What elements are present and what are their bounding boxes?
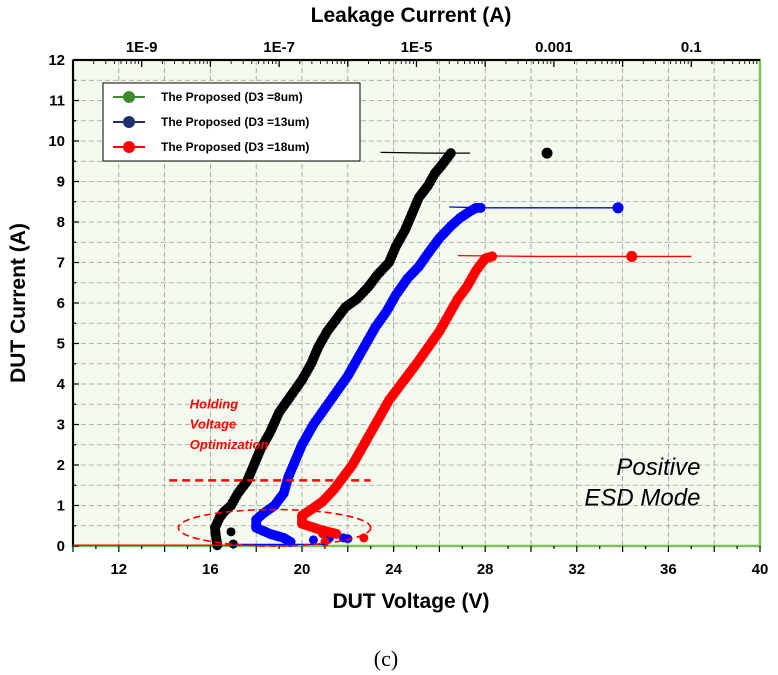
low-current-point bbox=[320, 537, 330, 547]
x-tick-label: 20 bbox=[294, 561, 311, 578]
y-tick-label: 3 bbox=[57, 417, 65, 434]
y-tick-label: 4 bbox=[57, 376, 66, 393]
x-tick-label: 24 bbox=[385, 561, 402, 578]
y-tick-label: 0 bbox=[57, 538, 65, 555]
x-tick-label: 40 bbox=[752, 561, 769, 578]
mode-label: Positive bbox=[616, 454, 700, 481]
legend-label: The Proposed (D3 =8um) bbox=[161, 90, 303, 104]
x-tick-label: 28 bbox=[477, 561, 494, 578]
low-current-point bbox=[308, 535, 318, 545]
series-3 bbox=[297, 250, 692, 547]
leakage-end-point bbox=[541, 147, 553, 159]
tlp-point bbox=[445, 148, 456, 159]
y-tick-label: 7 bbox=[57, 255, 65, 272]
low-current-point bbox=[226, 527, 236, 537]
x-tick-label: 16 bbox=[202, 561, 219, 578]
leakage-line bbox=[457, 254, 692, 258]
mode-label: ESD Mode bbox=[584, 485, 700, 512]
series-1 bbox=[209, 147, 553, 551]
low-current-point bbox=[318, 529, 328, 539]
x2-tick-label: 1E-5 bbox=[401, 39, 433, 56]
y-tick-label: 12 bbox=[48, 52, 65, 69]
legend-marker bbox=[123, 91, 135, 103]
tlp-point bbox=[475, 202, 486, 213]
x2-tick-label: 0.001 bbox=[535, 39, 573, 56]
tlp-point bbox=[487, 251, 498, 262]
y-tick-label: 2 bbox=[57, 457, 65, 474]
x2-tick-label: 0.1 bbox=[681, 39, 702, 56]
legend: The Proposed (D3 =8um) The Proposed (D3 =… bbox=[102, 82, 361, 162]
x-tick-label: 36 bbox=[660, 561, 677, 578]
legend-label: The Proposed (D3 =13um) bbox=[161, 115, 309, 129]
legend-marker bbox=[123, 116, 135, 128]
holding-voltage-label: Optimization bbox=[190, 437, 269, 452]
leakage-line bbox=[380, 151, 470, 154]
x2-axis-title: Leakage Current (A) bbox=[311, 4, 512, 27]
y-tick-label: 10 bbox=[48, 133, 65, 150]
legend-label: The Proposed (D3 =18um) bbox=[161, 140, 309, 154]
y-tick-label: 1 bbox=[57, 498, 65, 515]
x-tick-label: 32 bbox=[568, 561, 585, 578]
y-tick-label: 11 bbox=[49, 93, 65, 110]
figure-caption: (c) bbox=[374, 646, 398, 671]
x2-tick-label: 1E-9 bbox=[126, 39, 158, 56]
y-tick-label: 9 bbox=[57, 174, 65, 191]
holding-voltage-ellipse bbox=[177, 508, 372, 547]
leakage-end-point bbox=[626, 250, 638, 262]
series-layer bbox=[73, 147, 692, 551]
low-current-point bbox=[359, 533, 369, 543]
y-axis-title: DUT Current (A) bbox=[7, 223, 30, 383]
y-tick-label: 8 bbox=[57, 214, 65, 231]
x-tick-label: 12 bbox=[110, 561, 127, 578]
legend-box bbox=[102, 82, 361, 162]
y-tick-label: 6 bbox=[57, 295, 65, 312]
leakage-end-point bbox=[612, 202, 624, 214]
low-current-point bbox=[343, 534, 353, 544]
annotation-layer: Holding Voltage Optimization Positive ESD Mo… bbox=[169, 396, 700, 547]
holding-voltage-label: Voltage bbox=[190, 417, 236, 432]
x2-tick-label: 1E-7 bbox=[263, 39, 295, 56]
legend-marker bbox=[123, 141, 135, 153]
holding-voltage-label: Holding bbox=[190, 396, 238, 411]
series-2 bbox=[251, 202, 624, 547]
y-tick-label: 5 bbox=[57, 336, 65, 353]
x-axis-title: DUT Voltage (V) bbox=[332, 590, 489, 613]
